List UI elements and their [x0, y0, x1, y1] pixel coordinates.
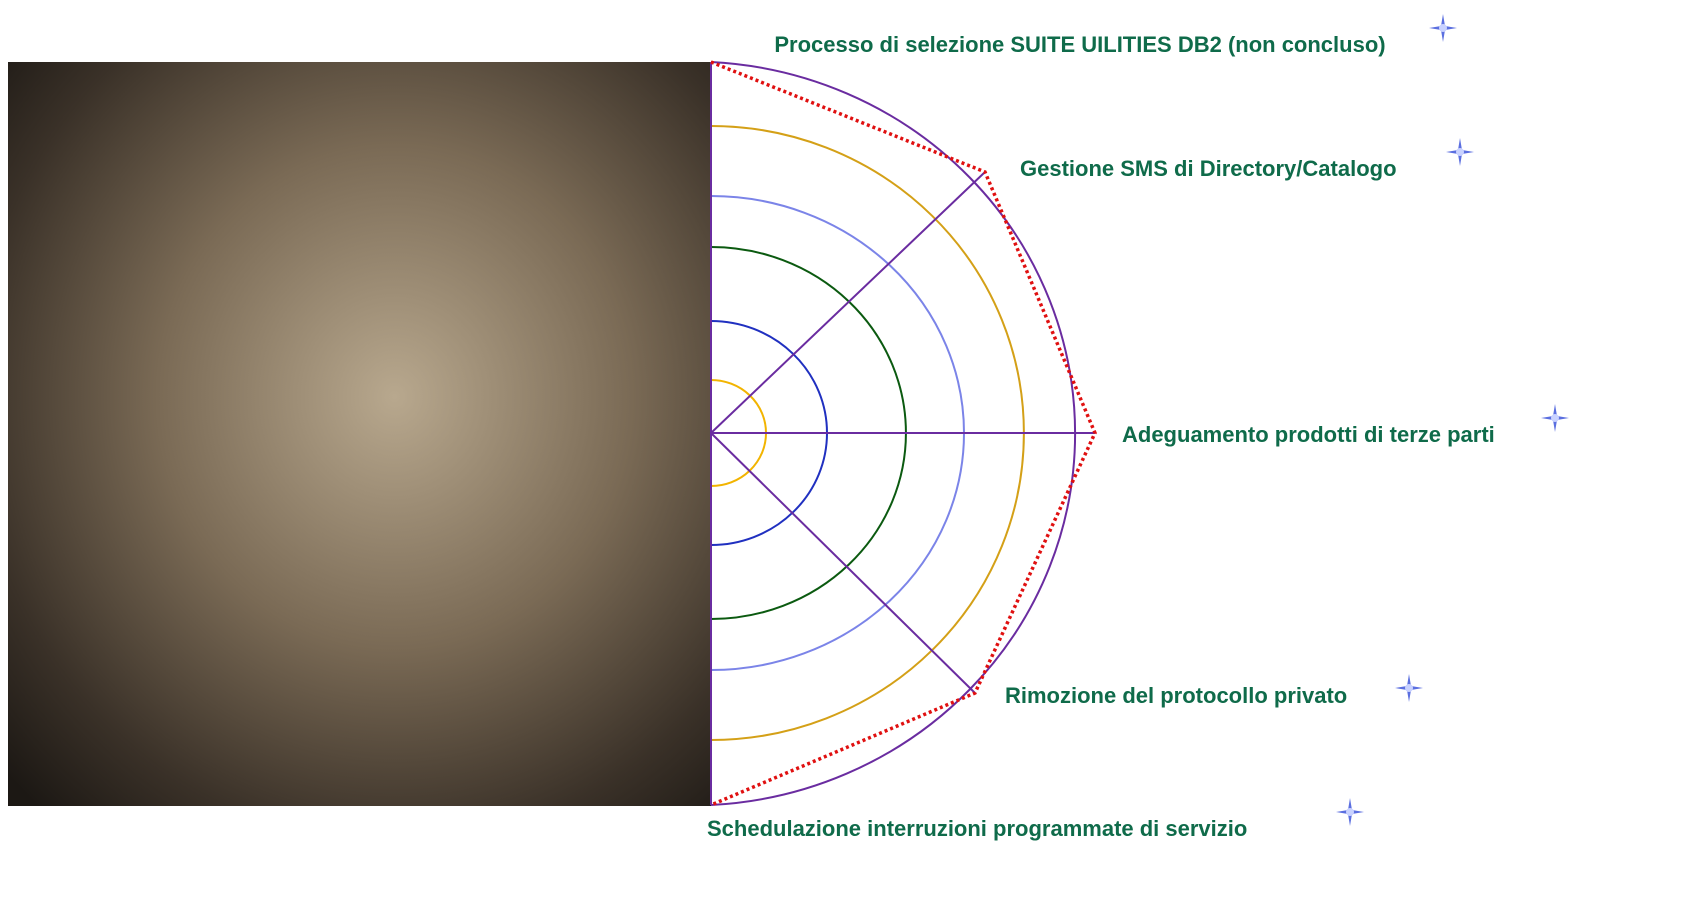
label: Rimozione del protocollo privato [1005, 683, 1347, 708]
star-icon [1395, 674, 1423, 702]
label: Adeguamento prodotti di terze parti [1122, 422, 1495, 447]
star-icon [1429, 14, 1457, 42]
photo [8, 62, 711, 806]
spokes [710, 62, 1095, 805]
star-icon [1336, 798, 1364, 826]
label: Processo di selezione SUITE UILITIES DB2… [774, 32, 1385, 57]
star-icon [1446, 138, 1474, 166]
star-icon [1541, 404, 1569, 432]
label: Schedulazione interruzioni programmate d… [707, 816, 1247, 841]
radar [710, 60, 1097, 807]
outline [710, 60, 1097, 807]
label: Gestione SMS di Directory/Catalogo [1020, 156, 1397, 181]
